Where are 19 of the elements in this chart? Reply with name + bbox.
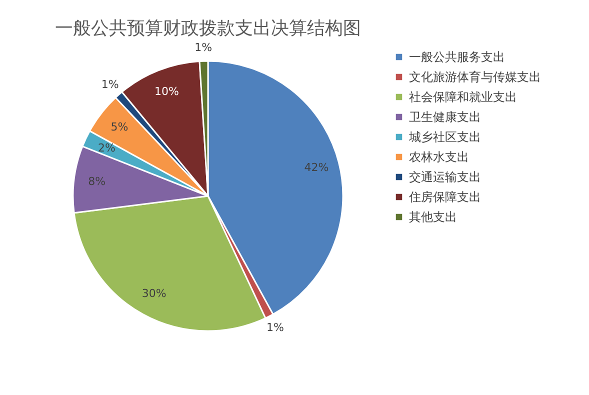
- data-label: 8%: [88, 174, 106, 188]
- data-label: 2%: [98, 141, 116, 154]
- legend-label: 其他支出: [409, 210, 457, 224]
- legend-label: 社会保障和就业支出: [409, 90, 517, 104]
- data-label: 1%: [101, 78, 119, 91]
- data-label: 10%: [154, 84, 179, 98]
- data-label: 30%: [142, 287, 166, 300]
- legend-label: 城乡社区支出: [408, 130, 481, 144]
- data-label: 5%: [110, 120, 128, 134]
- legend-label: 交通运输支出: [409, 170, 481, 184]
- legend-label: 农林水支出: [409, 150, 469, 164]
- legend-label: 文化旅游体育与传媒支出: [409, 70, 541, 84]
- data-label: 42%: [304, 161, 329, 174]
- data-label: 1%: [266, 320, 284, 334]
- legend-label: 一般公共服务支出: [409, 50, 505, 64]
- legend-label: 卫生健康支出: [409, 110, 481, 124]
- legend-label: 住房保障支出: [408, 190, 481, 204]
- data-label: 1%: [194, 41, 212, 54]
- chart-title: 一般公共预算财政拨款支出决算结构图: [55, 18, 361, 40]
